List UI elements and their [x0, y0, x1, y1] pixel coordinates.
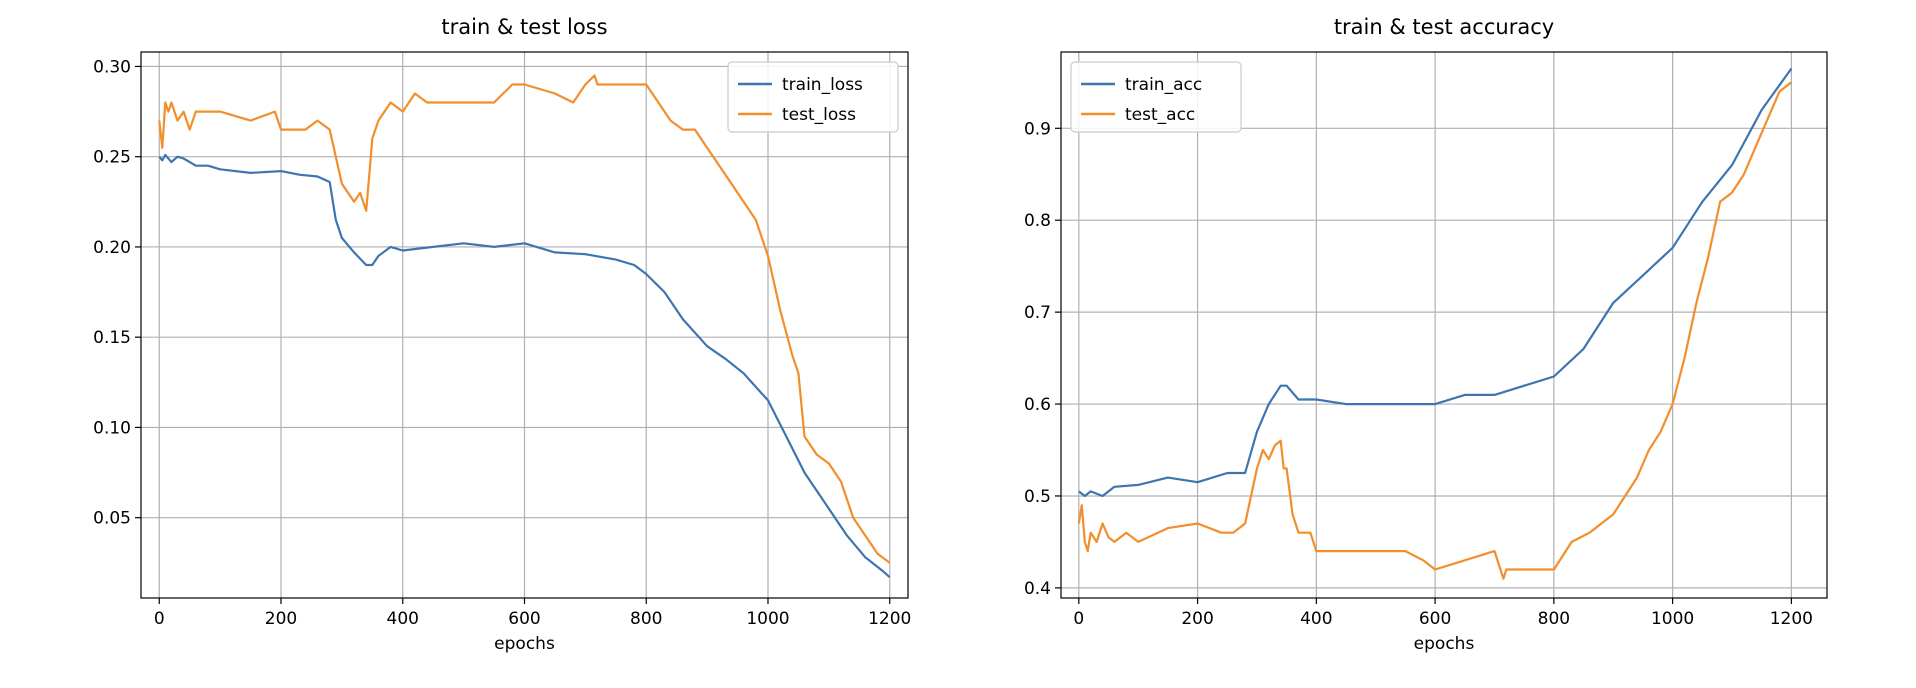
- y-tick-label: 0.8: [1024, 211, 1051, 231]
- x-tick-label: 1000: [746, 609, 789, 629]
- x-tick-label: 800: [630, 609, 662, 629]
- x-tick-label: 1200: [868, 609, 911, 629]
- y-tick-label: 0.30: [93, 57, 131, 77]
- x-tick-label: 0: [154, 609, 165, 629]
- series-line-train_loss: [158, 153, 891, 579]
- chart-title: train & test accuracy: [1334, 15, 1554, 39]
- x-axis-label: epochs: [1414, 634, 1475, 654]
- legend-label-train_acc: train_acc: [1125, 75, 1202, 95]
- y-tick-label: 0.9: [1024, 119, 1051, 139]
- legend: train_acc test_acc: [1070, 61, 1242, 133]
- x-tick-label: 800: [1538, 609, 1570, 629]
- legend-label-test_loss: test_loss: [782, 105, 856, 125]
- x-tick-label: 600: [1419, 609, 1451, 629]
- x-tick-label: 400: [1300, 609, 1332, 629]
- legend-label-test_acc: test_acc: [1125, 105, 1195, 125]
- x-tick-label: 600: [508, 609, 540, 629]
- x-tick-label: 1000: [1651, 609, 1694, 629]
- x-tick-label: 200: [265, 609, 297, 629]
- axes-frame: [1060, 51, 1828, 599]
- y-tick-label: 0.7: [1024, 303, 1051, 323]
- legend-label-train_loss: train_loss: [782, 75, 863, 95]
- y-tick-label: 0.6: [1024, 395, 1051, 415]
- x-tick-label: 1200: [1770, 609, 1813, 629]
- loss-chart: 0 200 400 600 800 1000 1200 0.05 0.10 0.15 0.20 0.2…: [93, 15, 911, 654]
- legend: train_loss test_loss: [727, 61, 899, 133]
- x-axis-label: epochs: [494, 634, 555, 654]
- series-line-test_acc: [1077, 81, 1793, 580]
- y-tick-label: 0.5: [1024, 487, 1051, 507]
- x-tick-label: 400: [387, 609, 419, 629]
- y-tick-label: 0.10: [93, 418, 131, 438]
- y-tick-label: 0.4: [1024, 579, 1051, 599]
- chart-title: train & test loss: [441, 15, 607, 39]
- series-line-train_acc: [1078, 67, 1793, 498]
- y-tick-label: 0.25: [93, 148, 131, 168]
- y-tick-label: 0.05: [93, 509, 131, 529]
- x-tick-label: 0: [1073, 609, 1084, 629]
- y-tick-label: 0.15: [93, 328, 131, 348]
- series-line-test_loss: [158, 74, 891, 564]
- y-tick-label: 0.20: [93, 238, 131, 258]
- accuracy-chart: 0 200 400 600 800 1000 1200 0.4 0.5 0.6 0.7 0.8 0.9 t…: [1024, 15, 1828, 654]
- x-tick-label: 200: [1181, 609, 1213, 629]
